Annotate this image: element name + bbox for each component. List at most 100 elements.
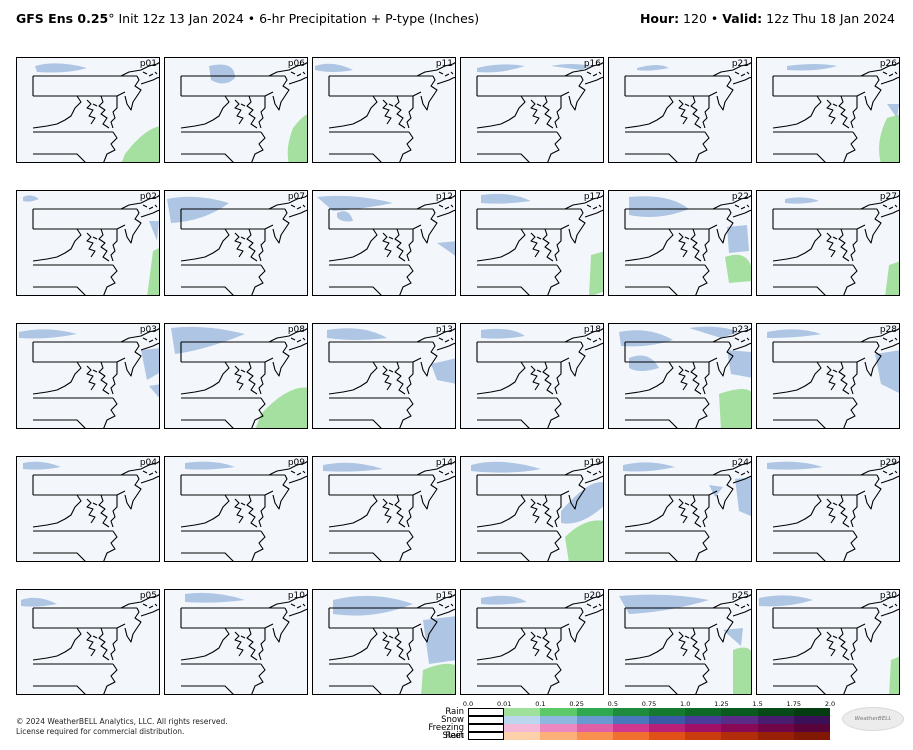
boundary-line bbox=[684, 103, 690, 107]
member-map bbox=[171, 326, 307, 428]
precip-type-label: Snow bbox=[441, 715, 464, 725]
boundary-line bbox=[773, 685, 826, 694]
boundary-line bbox=[843, 530, 858, 561]
boundary-line bbox=[476, 228, 526, 262]
boundary-line bbox=[329, 490, 422, 496]
boundary-line bbox=[388, 236, 394, 240]
boundary-line bbox=[584, 209, 603, 218]
boundary-line bbox=[716, 607, 734, 643]
legend-tick-label: 2.0 bbox=[824, 700, 836, 708]
boundary-line bbox=[103, 397, 118, 428]
boundary-line bbox=[695, 131, 710, 162]
ensemble-member-panel: p21 bbox=[608, 57, 752, 163]
boundary-line bbox=[832, 635, 838, 639]
boundary-line bbox=[420, 75, 438, 111]
boundary-line bbox=[180, 95, 230, 129]
boundary-line bbox=[684, 236, 690, 240]
boundary-line bbox=[406, 628, 414, 661]
snow-area bbox=[875, 350, 899, 393]
member-map bbox=[180, 62, 307, 162]
member-label: p06 bbox=[287, 59, 305, 69]
boundary-line bbox=[329, 685, 382, 694]
boundary-line bbox=[268, 461, 307, 476]
boundary-line bbox=[880, 209, 899, 218]
snow-area bbox=[689, 326, 739, 338]
boundary-line bbox=[290, 204, 306, 210]
boundary-line bbox=[734, 71, 750, 77]
snow-area bbox=[759, 595, 813, 607]
member-map bbox=[327, 328, 455, 428]
boundary-line bbox=[773, 623, 866, 629]
boundary-line bbox=[568, 607, 586, 643]
boundary-line bbox=[864, 607, 882, 643]
boundary-line bbox=[864, 208, 882, 244]
boundary-line bbox=[564, 594, 603, 609]
boundary-line bbox=[702, 229, 710, 262]
boundary-line bbox=[92, 635, 98, 639]
boundary-line bbox=[734, 470, 750, 476]
boundary-line bbox=[240, 103, 246, 107]
boundary-line bbox=[477, 91, 570, 97]
boundary-line bbox=[33, 490, 126, 496]
boundary-line bbox=[860, 62, 899, 77]
boundary-line bbox=[103, 663, 118, 694]
member-label: p15 bbox=[435, 591, 453, 601]
boundary-line bbox=[140, 608, 159, 617]
member-label: p07 bbox=[287, 192, 305, 202]
boundary-line bbox=[142, 470, 158, 476]
boundary-line bbox=[882, 71, 898, 77]
member-map bbox=[167, 195, 307, 295]
member-map bbox=[619, 326, 751, 428]
color-swatch bbox=[685, 724, 722, 732]
boundary-line bbox=[843, 264, 858, 295]
color-swatch bbox=[504, 708, 541, 716]
boundary-line bbox=[438, 71, 454, 77]
member-label: p09 bbox=[287, 458, 305, 468]
boundary-line bbox=[712, 195, 751, 210]
member-label: p12 bbox=[435, 192, 453, 202]
boundary-line bbox=[124, 341, 142, 377]
rain-area bbox=[147, 248, 159, 295]
boundary-line bbox=[625, 685, 678, 694]
boundary-line bbox=[234, 631, 244, 657]
legend-tick-label: 0.1 bbox=[535, 700, 546, 708]
boundary-line bbox=[98, 95, 110, 129]
boundary-line bbox=[382, 99, 392, 125]
snow-area bbox=[337, 211, 353, 222]
boundary-line bbox=[716, 75, 734, 111]
boundary-line bbox=[142, 337, 158, 343]
member-map bbox=[476, 62, 603, 162]
member-label: p20 bbox=[583, 591, 601, 601]
boundary-line bbox=[394, 95, 406, 129]
boundary-line bbox=[547, 264, 562, 295]
boundary-line bbox=[477, 224, 570, 230]
ensemble-panel-grid: p01 p06 p11 p16 p21 p26 p02 p07 p12 p17 p22 p27 p03 p… bbox=[16, 57, 900, 695]
boundary-line bbox=[586, 603, 602, 609]
boundary-line bbox=[712, 461, 751, 476]
boundary-line bbox=[288, 342, 307, 351]
boundary-line bbox=[328, 361, 378, 395]
precip-type-label: Rain bbox=[445, 707, 464, 717]
color-swatch bbox=[504, 716, 541, 724]
color-swatch bbox=[540, 724, 577, 732]
boundary-line bbox=[695, 264, 710, 295]
boundary-line bbox=[329, 623, 422, 629]
boundary-line bbox=[773, 224, 866, 230]
member-map bbox=[476, 594, 603, 694]
boundary-line bbox=[436, 76, 455, 85]
boundary-line bbox=[690, 361, 702, 395]
rain-area bbox=[885, 261, 899, 295]
legend-tick-label: 1.25 bbox=[714, 700, 729, 708]
color-swatch bbox=[648, 732, 686, 740]
color-swatch bbox=[468, 716, 505, 724]
snow-area bbox=[767, 329, 821, 338]
member-map bbox=[624, 195, 751, 295]
member-label: p14 bbox=[435, 458, 453, 468]
boundary-line bbox=[416, 594, 455, 609]
ensemble-member-panel: p10 bbox=[164, 589, 308, 695]
color-swatch bbox=[721, 732, 758, 740]
boundary-line bbox=[684, 502, 690, 506]
member-label: p21 bbox=[731, 59, 749, 69]
boundary-line bbox=[586, 71, 602, 77]
boundary-line bbox=[586, 337, 602, 343]
